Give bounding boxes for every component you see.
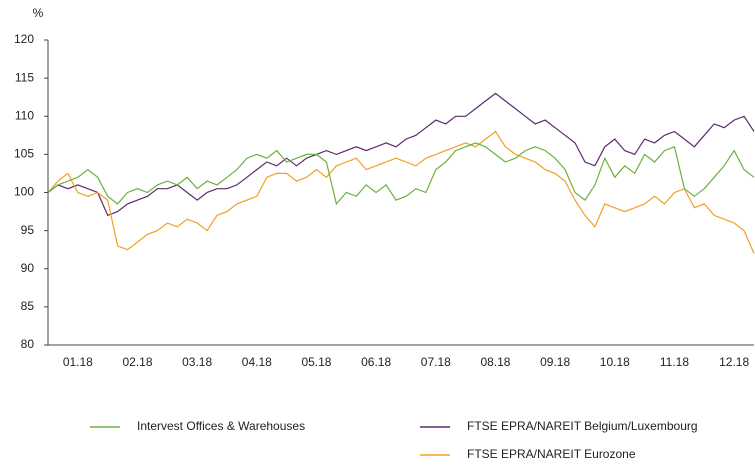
y-tick-label: 85 (21, 299, 35, 313)
legend-label: Intervest Offices & Warehouses (137, 419, 305, 433)
legend-label: FTSE EPRA/NAREIT Eurozone (467, 447, 636, 461)
x-tick-label: 03.18 (182, 355, 212, 369)
x-tick-label: 06.18 (361, 355, 391, 369)
y-tick-label: 100 (14, 185, 34, 199)
series-line (47, 142, 755, 206)
y-tick-label: 90 (21, 261, 35, 275)
x-tick-label: 10.18 (600, 355, 630, 369)
y-tick-label: 95 (21, 223, 35, 237)
y-tick-label: 115 (15, 70, 34, 84)
legend-label: FTSE EPRA/NAREIT Belgium/Luxembourg (467, 419, 698, 433)
x-tick-label: 05.18 (301, 355, 331, 369)
y-tick-label: 80 (21, 337, 35, 351)
x-tick-label: 12.18 (719, 355, 749, 369)
series-line (47, 92, 755, 217)
x-tick-label: 08.18 (480, 355, 510, 369)
x-tick-label: 02.18 (122, 355, 152, 369)
x-tick-label: 04.18 (242, 355, 272, 369)
series-line (47, 130, 755, 254)
x-tick-label: 07.18 (421, 355, 451, 369)
x-tick-label: 09.18 (540, 355, 570, 369)
y-tick-label: 105 (14, 147, 34, 161)
x-tick-label: 11.18 (660, 355, 689, 369)
y-tick-label: 110 (15, 108, 34, 122)
y-tick-label: 120 (14, 32, 34, 46)
x-tick-label: 01.18 (63, 355, 93, 369)
y-axis-label: % (33, 6, 44, 20)
